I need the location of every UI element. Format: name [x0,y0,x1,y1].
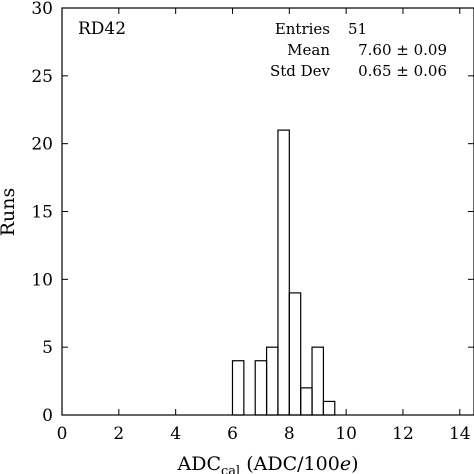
x-axis-label-unit-suffix: ) [351,453,358,474]
y-tick-label: 0 [42,406,53,426]
x-tick-label: 8 [284,424,295,444]
stats-box: Entries 51 Mean 7.60 ± 0.09 Std Dev 0.65 ± 0.… [270,20,447,80]
histogram-bar [288,292,302,416]
histogram-bar [231,360,245,416]
histogram-bar [300,387,313,416]
x-axis-label: ADCcal (ADC/100e) [177,453,359,474]
y-axis-ticks: 0 5 10 15 20 25 30 [31,0,474,426]
stats-value: 51 [348,20,367,38]
x-axis-label-unit-italic: e [340,453,351,474]
histogram-bar [277,129,290,416]
x-tick-label: 6 [227,424,238,444]
histogram-bars [231,129,336,416]
y-tick-label: 10 [31,270,53,290]
y-tick-label: 20 [31,135,53,155]
y-tick-label: 30 [31,0,53,19]
stats-label: Entries [275,20,330,38]
x-tick-label: 14 [449,424,471,444]
x-axis-ticks: 0 2 4 6 8 10 12 14 [57,8,471,444]
x-tick-label: 2 [113,424,124,444]
experiment-label: RD42 [78,19,126,39]
x-axis-label-subscript: cal [221,464,240,474]
x-axis-label-base: ADC [177,453,222,474]
histogram-bar [254,360,268,416]
y-tick-label: 25 [31,67,53,87]
y-axis-label: Runs [0,188,19,237]
stats-label: Mean [287,41,330,59]
stats-value: 0.65 ± 0.06 [358,62,447,80]
x-tick-label: 12 [392,424,414,444]
x-tick-label: 4 [170,424,181,444]
histogram-bar [265,346,279,416]
x-axis-label-unit-prefix: (ADC/100 [240,453,340,474]
y-tick-label: 5 [42,338,53,358]
y-tick-label: 15 [31,203,53,223]
histogram-bar [311,346,325,416]
stats-value: 7.60 ± 0.09 [358,41,447,59]
histogram-bar [322,400,336,416]
stats-label: Std Dev [270,62,331,80]
x-tick-label: 0 [57,424,68,444]
x-tick-label: 10 [335,424,357,444]
